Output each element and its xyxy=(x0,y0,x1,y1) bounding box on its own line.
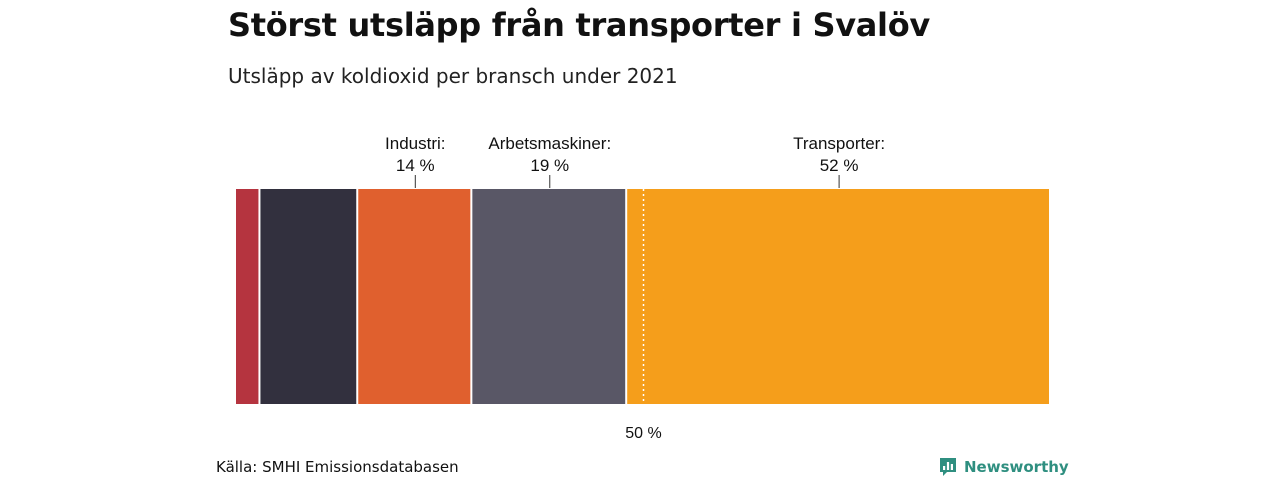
reference-line-label: 50 % xyxy=(625,425,661,442)
label-industri-value: 14 % xyxy=(396,156,435,175)
stacked-bar-chart: Industri: 14 % Arbetsmaskiner: 19 % Transpor… xyxy=(236,134,1049,442)
reference-line-group: 50 % xyxy=(625,189,662,442)
bar-segments xyxy=(236,189,1049,404)
bar-segment-industri xyxy=(358,189,471,404)
bar-segment-arbetsmaskiner xyxy=(472,189,626,404)
bar-segment-category-2 xyxy=(260,189,357,404)
source-note: Källa: SMHI Emissionsdatabasen xyxy=(216,458,459,476)
newsworthy-logo-text: Newsworthy xyxy=(964,458,1069,476)
segment-labels: Industri: 14 % Arbetsmaskiner: 19 % Transpor… xyxy=(385,134,885,188)
newsworthy-logo: Newsworthy xyxy=(938,455,1069,479)
bar-segment-transporter xyxy=(627,189,1049,404)
chart-subtitle: Utsläpp av koldioxid per bransch under 2… xyxy=(228,64,678,88)
label-transporter-value: 52 % xyxy=(820,156,859,175)
label-arbetsmaskiner-value: 19 % xyxy=(530,156,569,175)
bar-segment-category-1 xyxy=(236,189,259,404)
label-transporter-name: Transporter: xyxy=(793,134,885,153)
label-arbetsmaskiner-name: Arbetsmaskiner: xyxy=(488,134,611,153)
label-industri-name: Industri: xyxy=(385,134,445,153)
chart-title: Störst utsläpp från transporter i Svalöv xyxy=(228,6,930,44)
newsworthy-logo-icon xyxy=(940,458,956,476)
